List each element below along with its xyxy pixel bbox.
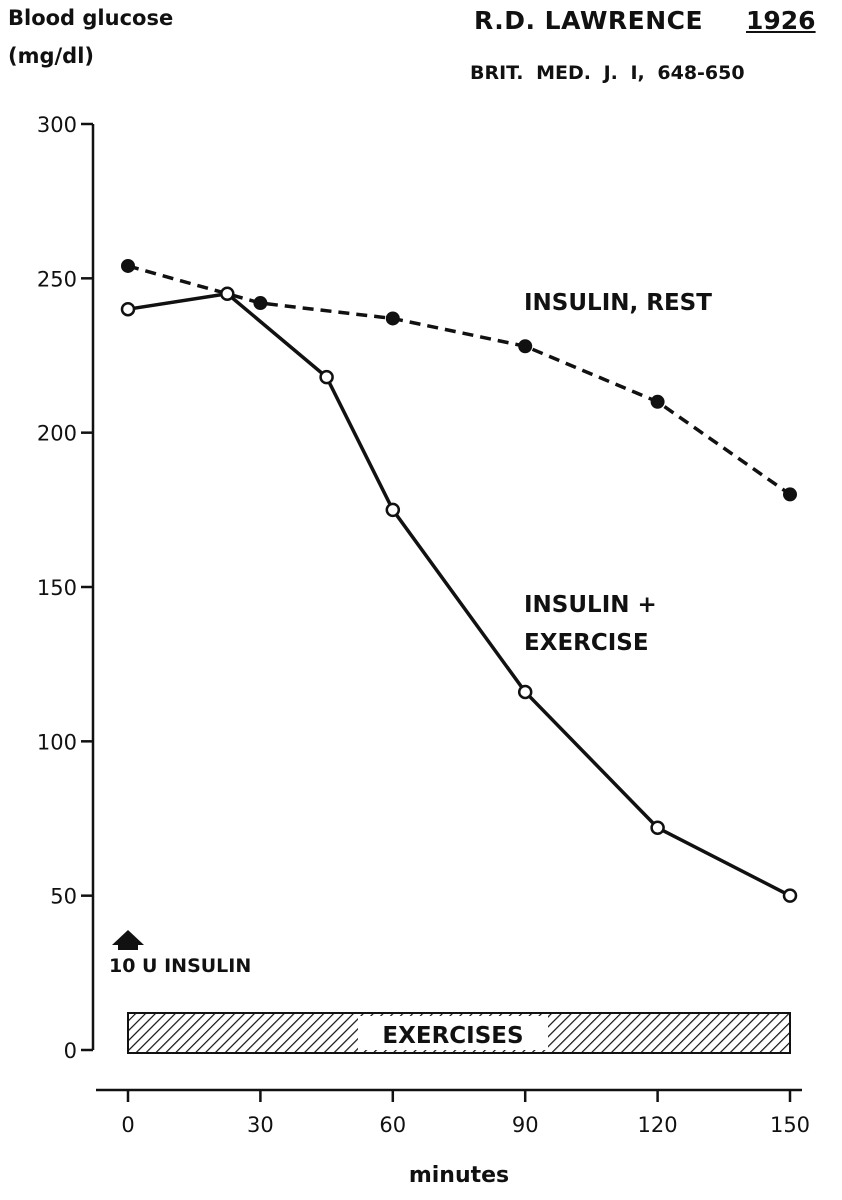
x-tick-label: 30 — [247, 1113, 274, 1137]
y-tick-label: 300 — [37, 113, 77, 137]
publication-year: 1926 — [746, 6, 816, 35]
data-point — [782, 888, 798, 903]
data-point — [120, 301, 136, 317]
y-tick-label: 50 — [50, 885, 77, 909]
series-label-insulin-exercise-line2: EXERCISE — [524, 630, 649, 656]
data-point — [121, 258, 135, 273]
data-point — [319, 369, 334, 385]
y-axis-title-line2: (mg/dl) — [8, 44, 95, 68]
exercise-bar-label: EXERCISES — [382, 1023, 523, 1049]
x-tick-label: 150 — [770, 1113, 810, 1137]
series-line-insulin-exercise — [127, 292, 791, 898]
data-point — [650, 820, 665, 836]
data-point — [385, 502, 401, 518]
data-point — [517, 684, 533, 700]
x-tick-label: 0 — [121, 1113, 134, 1137]
y-tick-label: 250 — [37, 267, 77, 291]
y-tick-label: 0 — [64, 1039, 77, 1063]
data-point — [783, 487, 797, 502]
x-tick-label: 120 — [638, 1113, 678, 1137]
series-label-insulin-rest: INSULIN, REST — [524, 290, 712, 316]
y-tick-label: 100 — [37, 730, 77, 754]
x-axis-title: minutes — [409, 1163, 509, 1188]
journal-citation: BRIT. MED. J. I, 648-650 — [470, 62, 745, 84]
data-point — [220, 286, 235, 302]
insulin-arrow-icon — [112, 930, 144, 945]
data-point — [518, 339, 533, 354]
author: R.D. LAWRENCE — [474, 6, 704, 35]
series-line-insulin-rest — [127, 264, 792, 496]
y-axis-title-line1: Blood glucose — [8, 6, 174, 30]
data-point — [650, 394, 665, 409]
y-tick-label: 150 — [37, 576, 77, 600]
x-tick-label: 90 — [512, 1113, 539, 1137]
insulin-arrow-stem — [118, 944, 138, 950]
x-tick-label: 60 — [379, 1113, 406, 1137]
series-label-insulin-exercise-line1: INSULIN + — [524, 592, 657, 618]
insulin-dose-label: 10 U INSULIN — [109, 955, 251, 977]
data-point — [385, 311, 400, 326]
data-point — [253, 296, 268, 311]
exercise-bar-label-bg — [358, 1016, 548, 1050]
y-tick-label: 200 — [37, 422, 77, 446]
